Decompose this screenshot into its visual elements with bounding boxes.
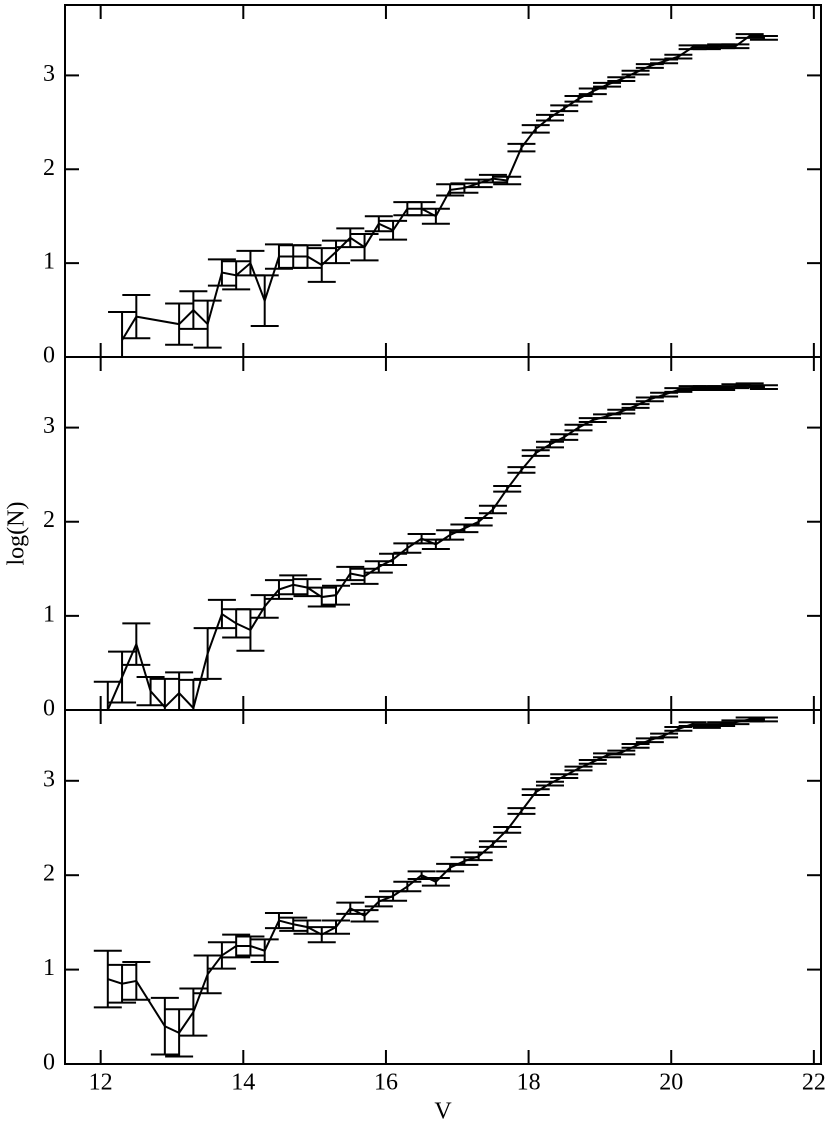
x-tick-label: 18 xyxy=(517,1070,541,1096)
y-tick-label: 1 xyxy=(43,955,55,981)
data-line xyxy=(121,34,765,341)
y-tick-label: 1 xyxy=(43,601,55,627)
y-tick-label: 0 xyxy=(43,1050,55,1076)
x-tick-label: 22 xyxy=(802,1070,826,1096)
x-axis-label: V xyxy=(434,1099,452,1125)
y-tick-label: 2 xyxy=(43,155,55,181)
plot-frame xyxy=(64,709,822,1065)
y-tick-label: 0 xyxy=(43,343,55,369)
data-line xyxy=(106,384,765,710)
plot-area xyxy=(108,33,778,357)
x-tick-label: 20 xyxy=(659,1070,683,1096)
plot-area xyxy=(93,716,778,1058)
y-tick-label: 1 xyxy=(43,249,55,275)
error-bar xyxy=(749,716,778,723)
error-bar xyxy=(93,680,122,710)
plot-frame xyxy=(64,356,822,711)
data-line xyxy=(107,718,764,1035)
y-tick-label: 3 xyxy=(43,61,55,87)
y-tick-label: 2 xyxy=(43,861,55,887)
error-bar xyxy=(108,310,137,357)
y-tick-label: 3 xyxy=(43,766,55,792)
x-tick-label: 16 xyxy=(374,1070,398,1096)
x-tick-label: 14 xyxy=(231,1070,255,1096)
y-axis-label: log(N) xyxy=(4,502,30,566)
y-tick-label: 3 xyxy=(43,413,55,439)
x-tick-label: 12 xyxy=(89,1070,113,1096)
y-tick-label: 0 xyxy=(43,696,55,722)
plot-area xyxy=(93,382,778,710)
y-tick-label: 2 xyxy=(43,507,55,533)
